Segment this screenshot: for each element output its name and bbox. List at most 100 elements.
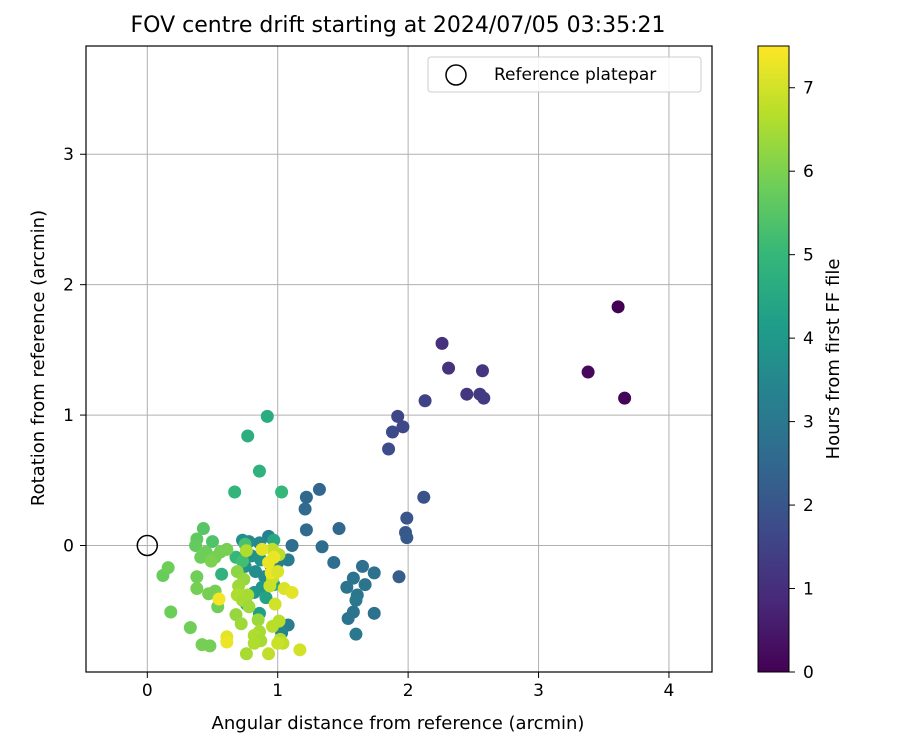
legend-entry-reference: Reference platepar <box>494 65 656 85</box>
data-point <box>262 647 276 661</box>
data-point <box>285 585 299 599</box>
colorbar-tick-label: 2 <box>803 496 814 516</box>
data-point <box>475 364 489 378</box>
data-point <box>252 464 266 478</box>
data-point <box>204 554 218 568</box>
data-point <box>194 550 208 564</box>
data-point <box>220 542 234 556</box>
x-tick-label: 1 <box>272 681 283 701</box>
x-tick-label: 2 <box>403 681 414 701</box>
data-point <box>242 600 256 614</box>
data-point <box>255 542 269 556</box>
data-point <box>315 540 329 554</box>
data-point <box>581 365 595 379</box>
data-point <box>341 612 355 626</box>
colorbar-tick-label: 3 <box>803 413 814 433</box>
data-point <box>161 561 175 575</box>
colorbar-tick-label: 4 <box>803 329 814 349</box>
colorbar-tick-label: 1 <box>803 580 814 600</box>
data-point <box>293 643 307 657</box>
x-axis-label: Angular distance from reference (arcmin) <box>212 713 585 734</box>
legend: Reference platepar <box>427 56 702 93</box>
data-point <box>400 511 414 525</box>
legend-reference-marker <box>445 64 467 86</box>
data-point <box>183 621 197 635</box>
data-point <box>190 570 204 584</box>
data-point <box>251 613 265 627</box>
data-point <box>367 566 381 580</box>
data-point <box>299 490 313 504</box>
y-tick-label: 3 <box>63 145 74 165</box>
data-point <box>241 429 255 443</box>
data-point <box>477 391 491 405</box>
data-point <box>285 538 299 552</box>
data-point <box>236 554 249 568</box>
data-point <box>203 639 217 653</box>
data-point <box>259 591 273 605</box>
data-point <box>275 485 289 499</box>
data-point <box>391 409 405 423</box>
data-point <box>271 565 285 579</box>
data-point <box>385 425 399 439</box>
y-axis-label: Rotation from reference (arcmin) <box>28 210 49 506</box>
x-tick-label: 4 <box>664 681 675 701</box>
data-point <box>212 592 226 606</box>
data-point <box>267 550 281 564</box>
data-point <box>611 300 625 314</box>
colorbar-tick-label: 5 <box>803 246 814 266</box>
data-point <box>260 409 274 423</box>
data-points <box>136 300 632 661</box>
data-point <box>367 606 381 620</box>
data-point <box>460 387 474 401</box>
data-point <box>228 485 242 499</box>
data-point <box>349 593 363 607</box>
data-point <box>215 567 229 581</box>
data-point <box>239 647 253 661</box>
x-tick-label: 0 <box>142 681 153 701</box>
data-point <box>400 531 414 545</box>
colorbar-tick-label: 6 <box>803 162 814 182</box>
data-point <box>618 391 632 405</box>
y-tick-label: 1 <box>63 406 74 426</box>
colorbar-tick-label: 0 <box>803 663 814 683</box>
y-tick-label: 2 <box>63 276 74 296</box>
data-point <box>206 535 220 549</box>
data-point <box>298 502 312 516</box>
data-point <box>349 627 363 641</box>
data-point <box>268 597 282 611</box>
data-point <box>358 578 372 592</box>
data-point <box>418 394 432 408</box>
y-tick-label: 0 <box>63 536 74 556</box>
legend-box <box>427 56 702 93</box>
axes: 0 1 2 3 4 0 1 2 3 <box>63 45 713 701</box>
data-point <box>340 580 354 594</box>
data-point <box>332 522 346 536</box>
reference-platepar-marker <box>136 534 159 557</box>
colorbar: 0 1 2 3 4 5 6 7 <box>757 45 814 683</box>
data-point <box>263 579 277 593</box>
data-point <box>346 571 360 585</box>
colorbar-label: Hours from first FF file <box>823 259 844 460</box>
data-point <box>271 636 285 650</box>
data-point <box>417 490 431 504</box>
data-point <box>164 605 178 619</box>
chart-title: FOV centre drift starting at 2024/07/05 … <box>131 13 666 38</box>
x-tick-label: 3 <box>533 681 544 701</box>
colorbar-gradient <box>757 45 790 673</box>
data-point <box>272 614 286 628</box>
data-point <box>234 617 248 631</box>
data-point <box>312 482 326 496</box>
data-point <box>239 544 253 558</box>
data-point <box>442 361 456 375</box>
data-point <box>355 559 369 573</box>
data-point <box>299 523 313 537</box>
data-point <box>327 555 341 569</box>
data-point <box>382 442 396 456</box>
data-point <box>247 636 261 650</box>
data-point <box>196 522 210 536</box>
data-point <box>190 582 204 596</box>
colorbar-tick-label: 7 <box>803 79 814 99</box>
data-point <box>396 420 410 434</box>
data-point <box>435 336 449 350</box>
